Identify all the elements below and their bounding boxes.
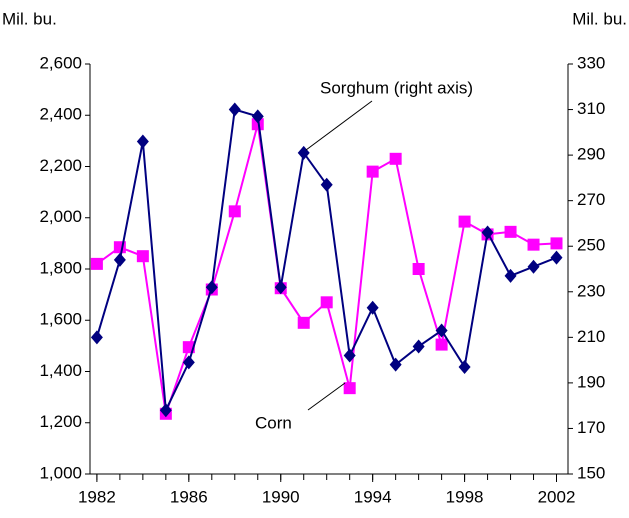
annotation: Sorghum (right axis) xyxy=(320,78,473,97)
y2-axis-label: Mil. bu. xyxy=(572,9,627,28)
marker xyxy=(550,237,563,250)
y-tick-label: 1,600 xyxy=(39,310,82,329)
y2-tick-label: 230 xyxy=(577,281,605,300)
y-tick-label: 2,600 xyxy=(39,53,82,72)
y-tick-label: 2,400 xyxy=(39,105,82,124)
y-tick-label: 1,000 xyxy=(39,463,82,482)
y-tick-label: 1,200 xyxy=(39,412,82,431)
marker xyxy=(412,339,425,354)
marker xyxy=(251,109,264,124)
y2-tick-label: 190 xyxy=(577,372,605,391)
x-tick-label: 1982 xyxy=(78,487,116,506)
marker xyxy=(136,250,149,263)
x-tick-label: 1998 xyxy=(446,487,484,506)
marker xyxy=(297,316,310,329)
marker xyxy=(228,205,241,218)
series-line xyxy=(95,108,557,414)
marker xyxy=(550,250,563,265)
y-tick-label: 1,400 xyxy=(39,361,82,380)
marker xyxy=(481,225,494,240)
y2-tick-label: 330 xyxy=(577,53,605,72)
x-tick-label: 1994 xyxy=(354,487,392,506)
marker xyxy=(435,323,448,338)
marker xyxy=(274,280,287,295)
marker xyxy=(228,102,241,117)
annotation-leader xyxy=(305,100,373,151)
marker xyxy=(458,359,471,374)
series-line xyxy=(96,123,557,415)
marker xyxy=(435,338,448,351)
marker xyxy=(389,152,402,165)
marker xyxy=(182,355,195,370)
x-tick-label: 1986 xyxy=(170,487,208,506)
marker xyxy=(504,225,517,238)
marker xyxy=(90,330,103,345)
x-tick-label: 2002 xyxy=(538,487,576,506)
y2-tick-label: 310 xyxy=(577,99,605,118)
marker xyxy=(320,296,333,309)
marker xyxy=(366,300,379,315)
y2-tick-label: 170 xyxy=(577,418,605,437)
marker xyxy=(113,252,126,267)
marker xyxy=(527,238,540,251)
marker xyxy=(527,259,540,274)
marker xyxy=(458,215,471,228)
annotation-leader xyxy=(307,382,346,411)
y-tick-label: 1,800 xyxy=(39,258,82,277)
marker xyxy=(504,268,517,283)
marker xyxy=(389,357,402,372)
y2-tick-label: 290 xyxy=(577,145,605,164)
y-axis-label: Mil. bu. xyxy=(2,9,57,28)
marker xyxy=(343,348,356,363)
y-tick-label: 2,000 xyxy=(39,207,82,226)
y2-tick-label: 210 xyxy=(577,327,605,346)
x-tick-label: 1990 xyxy=(262,487,300,506)
y2-tick-label: 250 xyxy=(577,236,605,255)
marker xyxy=(251,118,264,131)
marker xyxy=(366,165,379,178)
y2-tick-label: 150 xyxy=(577,463,605,482)
annotation: Corn xyxy=(255,413,292,432)
marker xyxy=(159,403,172,418)
y-tick-label: 2,200 xyxy=(39,156,82,175)
marker xyxy=(412,263,425,275)
marker xyxy=(343,382,356,395)
y2-tick-label: 270 xyxy=(577,190,605,209)
marker xyxy=(90,257,103,270)
marker xyxy=(320,177,333,192)
marker xyxy=(205,280,218,295)
marker xyxy=(136,134,149,149)
